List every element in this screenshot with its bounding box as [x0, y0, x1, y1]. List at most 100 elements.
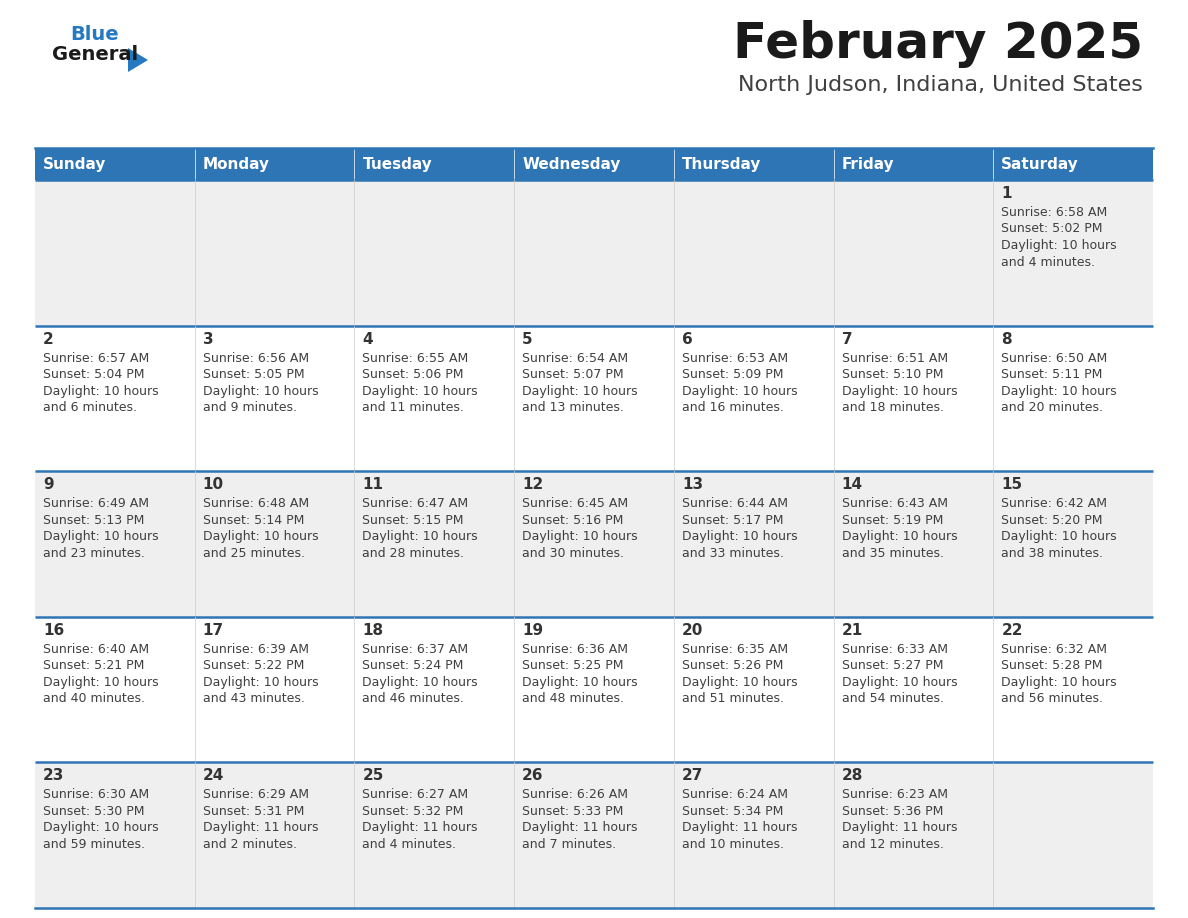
- Text: Sunset: 5:36 PM: Sunset: 5:36 PM: [841, 805, 943, 818]
- Text: 8: 8: [1001, 331, 1012, 347]
- Text: Daylight: 11 hours: Daylight: 11 hours: [682, 822, 797, 834]
- Text: Sunrise: 6:35 AM: Sunrise: 6:35 AM: [682, 643, 788, 655]
- Bar: [834, 617, 993, 763]
- Text: Daylight: 10 hours: Daylight: 10 hours: [43, 676, 159, 688]
- Bar: [674, 471, 834, 617]
- Bar: [674, 148, 834, 180]
- Bar: [354, 471, 514, 617]
- Text: Daylight: 11 hours: Daylight: 11 hours: [362, 822, 478, 834]
- Text: Sunrise: 6:29 AM: Sunrise: 6:29 AM: [203, 789, 309, 801]
- Text: Friday: Friday: [841, 156, 895, 172]
- Bar: [674, 326, 834, 471]
- Bar: [34, 180, 195, 326]
- Text: Sunrise: 6:30 AM: Sunrise: 6:30 AM: [43, 789, 150, 801]
- Text: Sunrise: 6:43 AM: Sunrise: 6:43 AM: [841, 498, 948, 510]
- Text: Daylight: 10 hours: Daylight: 10 hours: [362, 676, 478, 688]
- Text: Sunrise: 6:32 AM: Sunrise: 6:32 AM: [1001, 643, 1107, 655]
- Text: 18: 18: [362, 622, 384, 638]
- Bar: [674, 763, 834, 908]
- Text: 12: 12: [523, 477, 543, 492]
- Text: 23: 23: [43, 768, 64, 783]
- Text: Sunrise: 6:26 AM: Sunrise: 6:26 AM: [523, 789, 628, 801]
- Text: Daylight: 10 hours: Daylight: 10 hours: [1001, 385, 1117, 397]
- Text: Daylight: 10 hours: Daylight: 10 hours: [43, 385, 159, 397]
- Bar: [834, 471, 993, 617]
- Text: 3: 3: [203, 331, 214, 347]
- Text: and 23 minutes.: and 23 minutes.: [43, 547, 145, 560]
- Text: 13: 13: [682, 477, 703, 492]
- Bar: [195, 326, 354, 471]
- Bar: [834, 763, 993, 908]
- Text: Sunset: 5:32 PM: Sunset: 5:32 PM: [362, 805, 463, 818]
- Text: and 11 minutes.: and 11 minutes.: [362, 401, 465, 414]
- Text: Sunset: 5:05 PM: Sunset: 5:05 PM: [203, 368, 304, 381]
- Text: Daylight: 10 hours: Daylight: 10 hours: [203, 676, 318, 688]
- Text: Daylight: 10 hours: Daylight: 10 hours: [523, 531, 638, 543]
- Bar: [354, 326, 514, 471]
- Text: and 20 minutes.: and 20 minutes.: [1001, 401, 1104, 414]
- Bar: [34, 471, 195, 617]
- Text: Sunday: Sunday: [43, 156, 107, 172]
- Text: Sunset: 5:19 PM: Sunset: 5:19 PM: [841, 514, 943, 527]
- Text: Sunset: 5:25 PM: Sunset: 5:25 PM: [523, 659, 624, 672]
- Bar: [34, 763, 195, 908]
- Text: Sunrise: 6:44 AM: Sunrise: 6:44 AM: [682, 498, 788, 510]
- Bar: [993, 326, 1154, 471]
- Text: 20: 20: [682, 622, 703, 638]
- Text: and 4 minutes.: and 4 minutes.: [1001, 255, 1095, 268]
- Text: and 6 minutes.: and 6 minutes.: [43, 401, 137, 414]
- Text: 14: 14: [841, 477, 862, 492]
- Text: Sunrise: 6:53 AM: Sunrise: 6:53 AM: [682, 352, 788, 364]
- Bar: [195, 617, 354, 763]
- Text: Saturday: Saturday: [1001, 156, 1079, 172]
- Text: Sunrise: 6:55 AM: Sunrise: 6:55 AM: [362, 352, 469, 364]
- Bar: [34, 326, 195, 471]
- Text: Sunrise: 6:27 AM: Sunrise: 6:27 AM: [362, 789, 468, 801]
- Text: Sunrise: 6:24 AM: Sunrise: 6:24 AM: [682, 789, 788, 801]
- Text: Sunrise: 6:33 AM: Sunrise: 6:33 AM: [841, 643, 948, 655]
- Text: Daylight: 11 hours: Daylight: 11 hours: [523, 822, 638, 834]
- Bar: [354, 763, 514, 908]
- Text: Daylight: 10 hours: Daylight: 10 hours: [1001, 676, 1117, 688]
- Text: Daylight: 10 hours: Daylight: 10 hours: [1001, 531, 1117, 543]
- Text: Sunset: 5:09 PM: Sunset: 5:09 PM: [682, 368, 783, 381]
- Text: Sunrise: 6:37 AM: Sunrise: 6:37 AM: [362, 643, 468, 655]
- Bar: [993, 148, 1154, 180]
- Text: Tuesday: Tuesday: [362, 156, 432, 172]
- Text: Daylight: 10 hours: Daylight: 10 hours: [682, 531, 797, 543]
- Text: Daylight: 10 hours: Daylight: 10 hours: [841, 531, 958, 543]
- Text: Sunrise: 6:57 AM: Sunrise: 6:57 AM: [43, 352, 150, 364]
- Text: Sunrise: 6:56 AM: Sunrise: 6:56 AM: [203, 352, 309, 364]
- Text: and 12 minutes.: and 12 minutes.: [841, 838, 943, 851]
- Text: Sunrise: 6:45 AM: Sunrise: 6:45 AM: [523, 498, 628, 510]
- Text: Sunrise: 6:54 AM: Sunrise: 6:54 AM: [523, 352, 628, 364]
- Text: 16: 16: [43, 622, 64, 638]
- Bar: [514, 148, 674, 180]
- Text: Daylight: 10 hours: Daylight: 10 hours: [841, 385, 958, 397]
- Text: Sunset: 5:15 PM: Sunset: 5:15 PM: [362, 514, 465, 527]
- Text: Daylight: 11 hours: Daylight: 11 hours: [841, 822, 958, 834]
- Text: and 2 minutes.: and 2 minutes.: [203, 838, 297, 851]
- Text: North Judson, Indiana, United States: North Judson, Indiana, United States: [738, 75, 1143, 95]
- Text: 17: 17: [203, 622, 223, 638]
- Text: and 25 minutes.: and 25 minutes.: [203, 547, 304, 560]
- Text: Sunrise: 6:50 AM: Sunrise: 6:50 AM: [1001, 352, 1107, 364]
- Text: Thursday: Thursday: [682, 156, 762, 172]
- Text: and 18 minutes.: and 18 minutes.: [841, 401, 943, 414]
- Bar: [354, 617, 514, 763]
- Bar: [993, 617, 1154, 763]
- Text: Sunset: 5:24 PM: Sunset: 5:24 PM: [362, 659, 463, 672]
- Text: and 35 minutes.: and 35 minutes.: [841, 547, 943, 560]
- Text: Sunrise: 6:47 AM: Sunrise: 6:47 AM: [362, 498, 468, 510]
- Text: and 13 minutes.: and 13 minutes.: [523, 401, 624, 414]
- Text: Sunrise: 6:51 AM: Sunrise: 6:51 AM: [841, 352, 948, 364]
- Text: and 4 minutes.: and 4 minutes.: [362, 838, 456, 851]
- Text: Sunrise: 6:58 AM: Sunrise: 6:58 AM: [1001, 206, 1107, 219]
- Bar: [354, 180, 514, 326]
- Text: Daylight: 10 hours: Daylight: 10 hours: [203, 531, 318, 543]
- Text: Daylight: 10 hours: Daylight: 10 hours: [362, 385, 478, 397]
- Bar: [674, 617, 834, 763]
- Text: Sunrise: 6:40 AM: Sunrise: 6:40 AM: [43, 643, 150, 655]
- Text: Sunset: 5:14 PM: Sunset: 5:14 PM: [203, 514, 304, 527]
- Text: 11: 11: [362, 477, 384, 492]
